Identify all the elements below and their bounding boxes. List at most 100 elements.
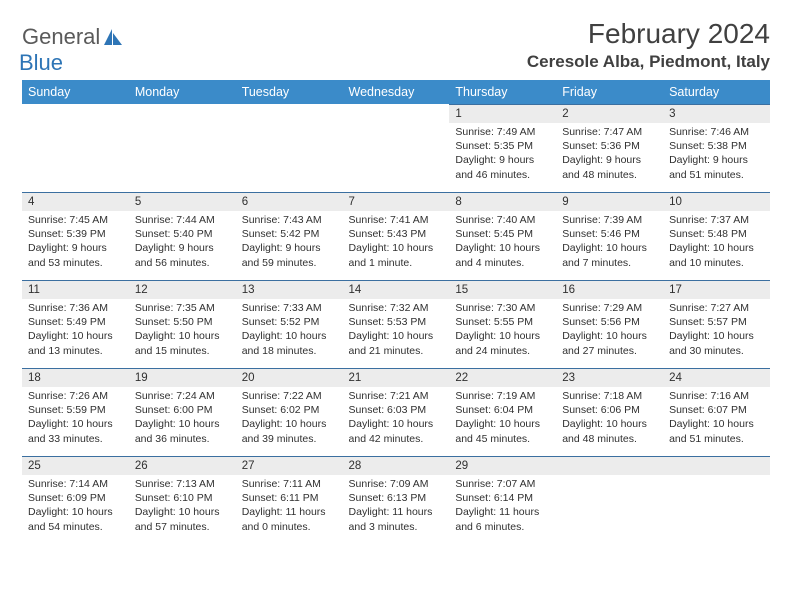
calendar-cell [22,104,129,192]
day-content: Sunrise: 7:27 AMSunset: 5:57 PMDaylight:… [663,299,770,364]
day-content: Sunrise: 7:16 AMSunset: 6:07 PMDaylight:… [663,387,770,452]
day-content: Sunrise: 7:14 AMSunset: 6:09 PMDaylight:… [22,475,129,540]
day-number: 16 [556,280,663,299]
calendar-cell: 9Sunrise: 7:39 AMSunset: 5:46 PMDaylight… [556,192,663,280]
day-number: 12 [129,280,236,299]
day-number: 14 [343,280,450,299]
logo-text-general: General [22,24,100,50]
calendar-week-row: 11Sunrise: 7:36 AMSunset: 5:49 PMDayligh… [22,280,770,368]
title-block: February 2024 Ceresole Alba, Piedmont, I… [527,18,770,72]
day-number: 28 [343,456,450,475]
day-number: 6 [236,192,343,211]
calendar-cell: 27Sunrise: 7:11 AMSunset: 6:11 PMDayligh… [236,456,343,544]
day-content: Sunrise: 7:07 AMSunset: 6:14 PMDaylight:… [449,475,556,540]
day-number: 22 [449,368,556,387]
dow-header: Monday [129,80,236,104]
calendar-table: Sunday Monday Tuesday Wednesday Thursday… [22,80,770,544]
calendar-cell: 18Sunrise: 7:26 AMSunset: 5:59 PMDayligh… [22,368,129,456]
calendar-cell: 2Sunrise: 7:47 AMSunset: 5:36 PMDaylight… [556,104,663,192]
calendar-week-row: 18Sunrise: 7:26 AMSunset: 5:59 PMDayligh… [22,368,770,456]
page-header: General February 2024 Ceresole Alba, Pie… [22,18,770,72]
day-number: 15 [449,280,556,299]
calendar-cell: 3Sunrise: 7:46 AMSunset: 5:38 PMDaylight… [663,104,770,192]
calendar-cell: 11Sunrise: 7:36 AMSunset: 5:49 PMDayligh… [22,280,129,368]
logo-sail-icon [102,27,124,47]
calendar-cell: 13Sunrise: 7:33 AMSunset: 5:52 PMDayligh… [236,280,343,368]
calendar-cell: 26Sunrise: 7:13 AMSunset: 6:10 PMDayligh… [129,456,236,544]
logo-blue-wrapper: Blue [22,50,63,76]
day-number: 25 [22,456,129,475]
calendar-cell: 15Sunrise: 7:30 AMSunset: 5:55 PMDayligh… [449,280,556,368]
day-number: 17 [663,280,770,299]
calendar-cell: 5Sunrise: 7:44 AMSunset: 5:40 PMDaylight… [129,192,236,280]
day-content: Sunrise: 7:30 AMSunset: 5:55 PMDaylight:… [449,299,556,364]
dow-header: Sunday [22,80,129,104]
calendar-cell [129,104,236,192]
day-content: Sunrise: 7:24 AMSunset: 6:00 PMDaylight:… [129,387,236,452]
calendar-cell: 17Sunrise: 7:27 AMSunset: 5:57 PMDayligh… [663,280,770,368]
calendar-page: General February 2024 Ceresole Alba, Pie… [0,0,792,612]
day-number: 20 [236,368,343,387]
calendar-cell: 16Sunrise: 7:29 AMSunset: 5:56 PMDayligh… [556,280,663,368]
day-content: Sunrise: 7:45 AMSunset: 5:39 PMDaylight:… [22,211,129,276]
dow-header: Wednesday [343,80,450,104]
calendar-cell [663,456,770,544]
calendar-week-row: 1Sunrise: 7:49 AMSunset: 5:35 PMDaylight… [22,104,770,192]
daynum-empty [663,456,770,475]
day-content: Sunrise: 7:19 AMSunset: 6:04 PMDaylight:… [449,387,556,452]
day-number: 7 [343,192,450,211]
calendar-cell [556,456,663,544]
day-content: Sunrise: 7:37 AMSunset: 5:48 PMDaylight:… [663,211,770,276]
day-content: Sunrise: 7:22 AMSunset: 6:02 PMDaylight:… [236,387,343,452]
dow-header: Thursday [449,80,556,104]
calendar-cell: 25Sunrise: 7:14 AMSunset: 6:09 PMDayligh… [22,456,129,544]
dow-header: Saturday [663,80,770,104]
logo-text-blue: Blue [19,50,63,75]
day-content: Sunrise: 7:21 AMSunset: 6:03 PMDaylight:… [343,387,450,452]
day-content: Sunrise: 7:09 AMSunset: 6:13 PMDaylight:… [343,475,450,540]
day-number: 3 [663,104,770,123]
day-content: Sunrise: 7:26 AMSunset: 5:59 PMDaylight:… [22,387,129,452]
calendar-cell: 24Sunrise: 7:16 AMSunset: 6:07 PMDayligh… [663,368,770,456]
day-content: Sunrise: 7:44 AMSunset: 5:40 PMDaylight:… [129,211,236,276]
calendar-cell: 29Sunrise: 7:07 AMSunset: 6:14 PMDayligh… [449,456,556,544]
location-subtitle: Ceresole Alba, Piedmont, Italy [527,52,770,72]
day-content: Sunrise: 7:41 AMSunset: 5:43 PMDaylight:… [343,211,450,276]
day-content: Sunrise: 7:40 AMSunset: 5:45 PMDaylight:… [449,211,556,276]
calendar-cell: 21Sunrise: 7:21 AMSunset: 6:03 PMDayligh… [343,368,450,456]
calendar-body: 1Sunrise: 7:49 AMSunset: 5:35 PMDaylight… [22,104,770,544]
day-content: Sunrise: 7:11 AMSunset: 6:11 PMDaylight:… [236,475,343,540]
day-number: 11 [22,280,129,299]
day-number: 23 [556,368,663,387]
day-content: Sunrise: 7:18 AMSunset: 6:06 PMDaylight:… [556,387,663,452]
calendar-cell: 19Sunrise: 7:24 AMSunset: 6:00 PMDayligh… [129,368,236,456]
day-number: 1 [449,104,556,123]
dow-header: Friday [556,80,663,104]
day-number: 27 [236,456,343,475]
calendar-header-row: Sunday Monday Tuesday Wednesday Thursday… [22,80,770,104]
month-title: February 2024 [527,18,770,50]
calendar-cell: 6Sunrise: 7:43 AMSunset: 5:42 PMDaylight… [236,192,343,280]
calendar-cell: 22Sunrise: 7:19 AMSunset: 6:04 PMDayligh… [449,368,556,456]
day-number: 9 [556,192,663,211]
day-content: Sunrise: 7:47 AMSunset: 5:36 PMDaylight:… [556,123,663,188]
day-content: Sunrise: 7:35 AMSunset: 5:50 PMDaylight:… [129,299,236,364]
daynum-empty [556,456,663,475]
calendar-week-row: 4Sunrise: 7:45 AMSunset: 5:39 PMDaylight… [22,192,770,280]
day-content: Sunrise: 7:29 AMSunset: 5:56 PMDaylight:… [556,299,663,364]
day-content: Sunrise: 7:46 AMSunset: 5:38 PMDaylight:… [663,123,770,188]
calendar-week-row: 25Sunrise: 7:14 AMSunset: 6:09 PMDayligh… [22,456,770,544]
calendar-cell: 4Sunrise: 7:45 AMSunset: 5:39 PMDaylight… [22,192,129,280]
calendar-cell: 7Sunrise: 7:41 AMSunset: 5:43 PMDaylight… [343,192,450,280]
day-number: 29 [449,456,556,475]
day-content: Sunrise: 7:13 AMSunset: 6:10 PMDaylight:… [129,475,236,540]
day-number: 24 [663,368,770,387]
logo: General [22,18,126,50]
day-number: 26 [129,456,236,475]
day-number: 5 [129,192,236,211]
day-content: Sunrise: 7:49 AMSunset: 5:35 PMDaylight:… [449,123,556,188]
calendar-cell [236,104,343,192]
day-number: 10 [663,192,770,211]
calendar-cell: 14Sunrise: 7:32 AMSunset: 5:53 PMDayligh… [343,280,450,368]
calendar-cell: 23Sunrise: 7:18 AMSunset: 6:06 PMDayligh… [556,368,663,456]
